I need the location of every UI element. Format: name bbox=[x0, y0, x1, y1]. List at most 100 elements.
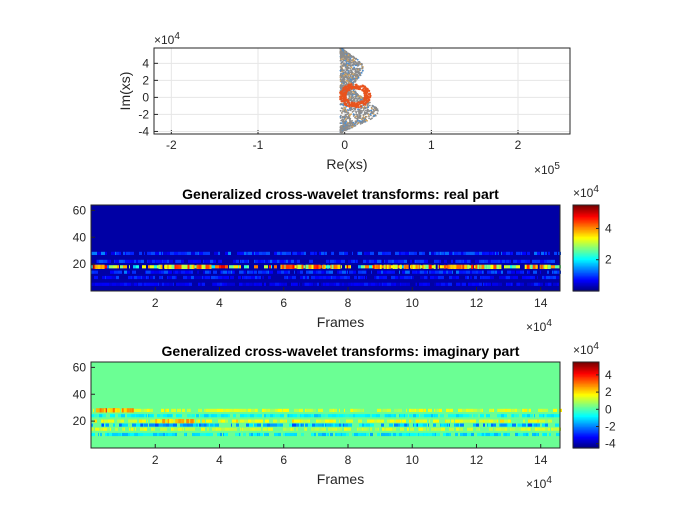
heatmap-cell bbox=[395, 251, 399, 255]
heatmap-cell bbox=[144, 427, 147, 431]
scatter-point bbox=[370, 109, 373, 112]
heatmap-cell bbox=[393, 432, 396, 437]
heatmap-cell bbox=[322, 275, 323, 280]
heatmap-cell bbox=[162, 419, 166, 424]
scatter-point bbox=[371, 105, 374, 107]
heatmap-cell bbox=[331, 251, 332, 255]
heatmap-cell bbox=[517, 282, 520, 286]
heatmap-cell bbox=[263, 427, 267, 431]
heatmap-cell bbox=[305, 275, 307, 280]
colorbar-segment bbox=[573, 369, 599, 372]
heatmap-cell bbox=[103, 419, 104, 423]
heatmap-cell bbox=[193, 427, 195, 431]
heatmap-cell bbox=[502, 259, 505, 263]
heatmap-cell bbox=[381, 408, 383, 412]
heatmap-cell bbox=[390, 419, 394, 423]
scatter-point bbox=[374, 109, 377, 112]
heatmap-cell bbox=[424, 432, 426, 437]
colorbar-segment bbox=[573, 390, 599, 393]
heatmap-cell bbox=[172, 432, 175, 437]
scatter-point bbox=[347, 62, 350, 65]
heatmap-cell bbox=[544, 259, 547, 263]
heatmap-cell bbox=[532, 427, 535, 431]
colorbar-segment bbox=[573, 262, 599, 265]
scatter-point bbox=[350, 86, 353, 89]
heatmap-cell bbox=[299, 282, 300, 286]
scatter-point bbox=[369, 101, 371, 104]
heatmap-cell bbox=[401, 251, 405, 255]
heatmap-cell bbox=[553, 408, 557, 412]
heatmap-cell bbox=[511, 270, 515, 274]
scatter-point bbox=[368, 115, 370, 118]
heatmap-cell bbox=[264, 282, 266, 286]
scatter-point bbox=[348, 107, 351, 110]
heatmap-cell bbox=[254, 259, 255, 263]
heatmap-cell bbox=[118, 414, 121, 418]
heatmap-cell bbox=[209, 264, 212, 269]
heatmap-cell bbox=[415, 282, 416, 286]
colorbar-segment bbox=[573, 415, 599, 418]
heatmap-cell bbox=[504, 432, 507, 437]
heatmap-cell bbox=[489, 427, 493, 431]
heatmap-cell bbox=[158, 264, 160, 269]
heatmap-cell bbox=[307, 419, 309, 423]
heatmap-cell bbox=[537, 419, 539, 423]
heatmap-cell bbox=[446, 270, 447, 274]
heatmap-cell bbox=[300, 414, 301, 418]
scatter-point bbox=[367, 106, 369, 109]
heatmap-cell bbox=[233, 414, 236, 418]
heatmap-cell bbox=[261, 432, 263, 437]
heatmap-cell bbox=[144, 282, 146, 286]
heatmap-cell bbox=[201, 423, 204, 427]
heatmap-cell bbox=[556, 432, 559, 437]
heatmap-cell bbox=[227, 282, 230, 286]
heatmap-cell bbox=[303, 419, 307, 423]
heatmap-cell bbox=[542, 275, 544, 280]
scatter-point bbox=[350, 71, 352, 74]
scatter-point bbox=[347, 70, 350, 73]
heatmap-cell bbox=[107, 432, 109, 437]
heatmap-cell bbox=[176, 275, 177, 280]
colorbar-segment bbox=[573, 270, 599, 273]
heatmap-cell bbox=[540, 282, 543, 286]
heatmap-cell bbox=[341, 259, 345, 263]
heatmap-cell bbox=[396, 419, 400, 423]
heatmap-cell bbox=[465, 275, 466, 280]
heatmap-cell bbox=[477, 264, 480, 269]
heatmap-cell bbox=[400, 275, 403, 280]
heatmap-cell bbox=[253, 270, 254, 274]
scatter-point bbox=[359, 85, 362, 88]
heatmap-cell bbox=[400, 282, 401, 286]
heatmap-cell bbox=[381, 423, 384, 427]
heatmap-cell bbox=[107, 408, 111, 413]
heatmap-cell bbox=[450, 264, 453, 269]
heatmap-cell bbox=[299, 423, 300, 427]
heatmap-cell bbox=[448, 414, 449, 418]
heatmap-cell bbox=[383, 270, 386, 274]
heatmap-cell bbox=[312, 423, 315, 427]
heatmap-cell bbox=[322, 264, 325, 269]
heatmap-cell bbox=[470, 282, 472, 286]
heatmap-cell bbox=[118, 270, 122, 274]
heatmap-cell bbox=[480, 408, 482, 412]
heatmap-cell bbox=[247, 427, 250, 431]
heatmap-cell bbox=[370, 432, 373, 437]
heatmap-cell bbox=[163, 414, 167, 418]
heatmap-cell bbox=[289, 414, 292, 418]
heatmap-cell bbox=[282, 251, 286, 255]
heatmap-cell bbox=[307, 275, 309, 280]
heatmap-cell bbox=[134, 259, 136, 263]
scatter-point bbox=[344, 96, 347, 99]
heatmap-cell bbox=[155, 259, 156, 263]
heatmap-cell bbox=[176, 414, 179, 418]
heatmap-cell bbox=[430, 414, 431, 418]
heatmap-cell bbox=[318, 408, 319, 412]
heatmap-cell bbox=[166, 432, 168, 437]
heatmap-cell bbox=[428, 423, 429, 427]
heatmap-cell bbox=[153, 275, 155, 280]
colorbar-segment bbox=[573, 400, 599, 403]
scatter-point bbox=[363, 94, 366, 97]
heatmap-cell bbox=[309, 270, 313, 274]
heatmap-cell bbox=[94, 270, 98, 274]
heatmap-cell bbox=[116, 251, 119, 255]
